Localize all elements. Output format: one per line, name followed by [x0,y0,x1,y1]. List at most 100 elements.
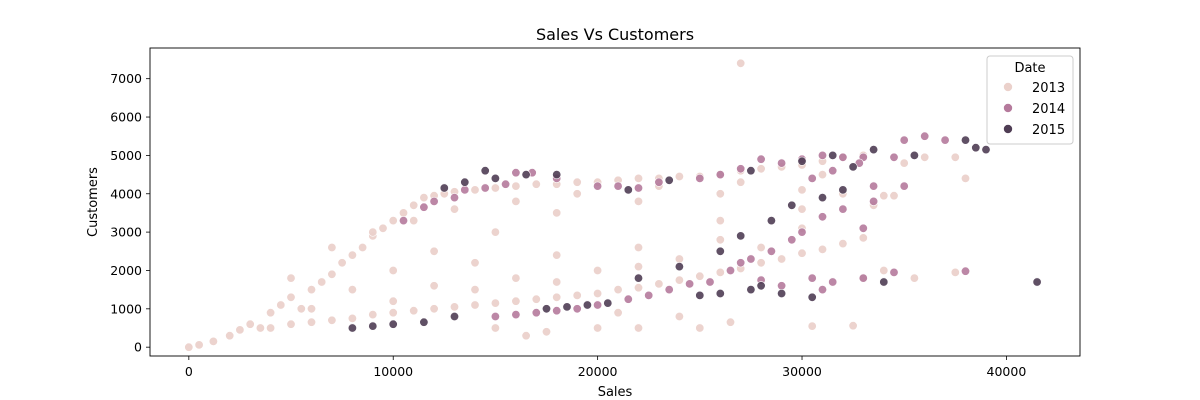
point-2015-25 [838,185,848,195]
point-2015-39 [347,323,357,333]
point-2014-12 [633,183,643,193]
point-2014-47 [807,273,817,283]
y-axis-label: Customers [86,167,101,237]
point-2015-7 [664,175,674,185]
point-2013-9 [286,292,296,302]
point-2014-59 [828,166,838,176]
point-2015-29 [715,246,725,256]
point-2014-39 [644,290,654,300]
point-2015-11 [848,162,858,172]
y-tick-label-7: 7000 [110,71,142,86]
point-2014-29 [858,223,868,233]
point-2014-43 [552,306,562,316]
point-2013-49 [327,315,337,325]
x-tick-label-4: 40000 [987,364,1027,379]
point-2015-30 [674,262,684,272]
point-2013-114 [593,265,603,275]
point-2014-48 [828,277,838,287]
point-2013-123 [797,204,807,214]
point-2014-6 [501,179,511,189]
point-2013-48 [306,317,316,327]
point-2014-49 [858,273,868,283]
point-2014-25 [920,131,930,141]
point-2013-64 [633,283,643,293]
point-2013-106 [470,258,480,268]
point-2015-33 [582,300,592,310]
legend-marker-2015 [1003,124,1013,134]
point-2013-68 [715,267,725,277]
point-2013-104 [797,185,807,195]
point-2013-3 [225,331,235,341]
point-2013-86 [490,323,500,333]
point-2013-107 [552,250,562,260]
point-2014-40 [623,294,633,304]
point-2013-16 [358,243,368,253]
point-2013-79 [899,158,909,168]
point-2015-36 [419,317,429,327]
point-2013-126 [327,243,337,253]
point-2015-3 [490,173,500,183]
point-2014-50 [889,267,899,277]
point-2014-32 [787,235,797,245]
point-2013-51 [368,310,378,320]
y-tick-label-6: 6000 [110,110,142,125]
point-2013-96 [879,265,889,275]
point-2013-74 [838,239,848,249]
point-2015-23 [715,288,725,298]
point-2014-52 [817,285,827,295]
point-2013-46 [266,323,276,333]
point-2013-54 [429,304,439,314]
point-2015-38 [368,321,378,331]
point-2013-103 [715,189,725,199]
point-2014-11 [613,181,623,191]
point-2013-134 [817,170,827,180]
point-2013-97 [909,273,919,283]
x-tick-label-3: 30000 [782,364,822,379]
point-2013-8 [276,300,286,310]
point-2014-18 [777,158,787,168]
point-2013-22 [419,193,429,203]
point-2013-130 [511,196,521,206]
point-2015-1 [460,177,470,187]
point-2013-28 [511,181,521,191]
point-2015-31 [633,273,643,283]
point-2013-60 [552,292,562,302]
point-2013-53 [409,306,419,316]
point-2013-19 [388,216,398,226]
point-2015-35 [541,304,551,314]
point-2014-5 [480,183,490,193]
point-2013-4 [235,325,245,335]
point-2013-70 [756,258,766,268]
point-2015-34 [562,302,572,312]
point-2013-10 [296,304,306,314]
point-2013-118 [388,296,398,306]
point-2015-2 [480,166,490,176]
point-2013-27 [490,183,500,193]
point-2015-5 [552,170,562,180]
legend-marker-2013 [1003,82,1013,92]
point-2015-40 [449,311,459,321]
y-tick-label-2: 2000 [110,263,142,278]
point-2014-38 [664,285,674,295]
point-2013-127 [368,227,378,237]
point-2014-14 [695,173,705,183]
point-2013-83 [736,58,746,68]
point-2013-109 [715,235,725,245]
point-2013-47 [286,319,296,329]
legend-label-2014: 2014 [1032,102,1065,117]
point-2013-1 [194,340,204,350]
point-2014-21 [838,152,848,162]
point-2013-117 [306,304,316,314]
point-2015-26 [787,200,797,210]
x-tick-label-2: 20000 [578,364,618,379]
point-2013-13 [327,269,337,279]
x-axis-ticks: 0 10000 20000 30000 40000 [185,356,1026,379]
point-2013-57 [490,298,500,308]
point-2013-108 [633,243,643,253]
point-2013-122 [715,216,725,226]
point-2013-125 [286,273,296,283]
point-2013-36 [674,172,684,182]
point-2013-131 [572,189,582,199]
point-2013-20 [398,208,408,218]
